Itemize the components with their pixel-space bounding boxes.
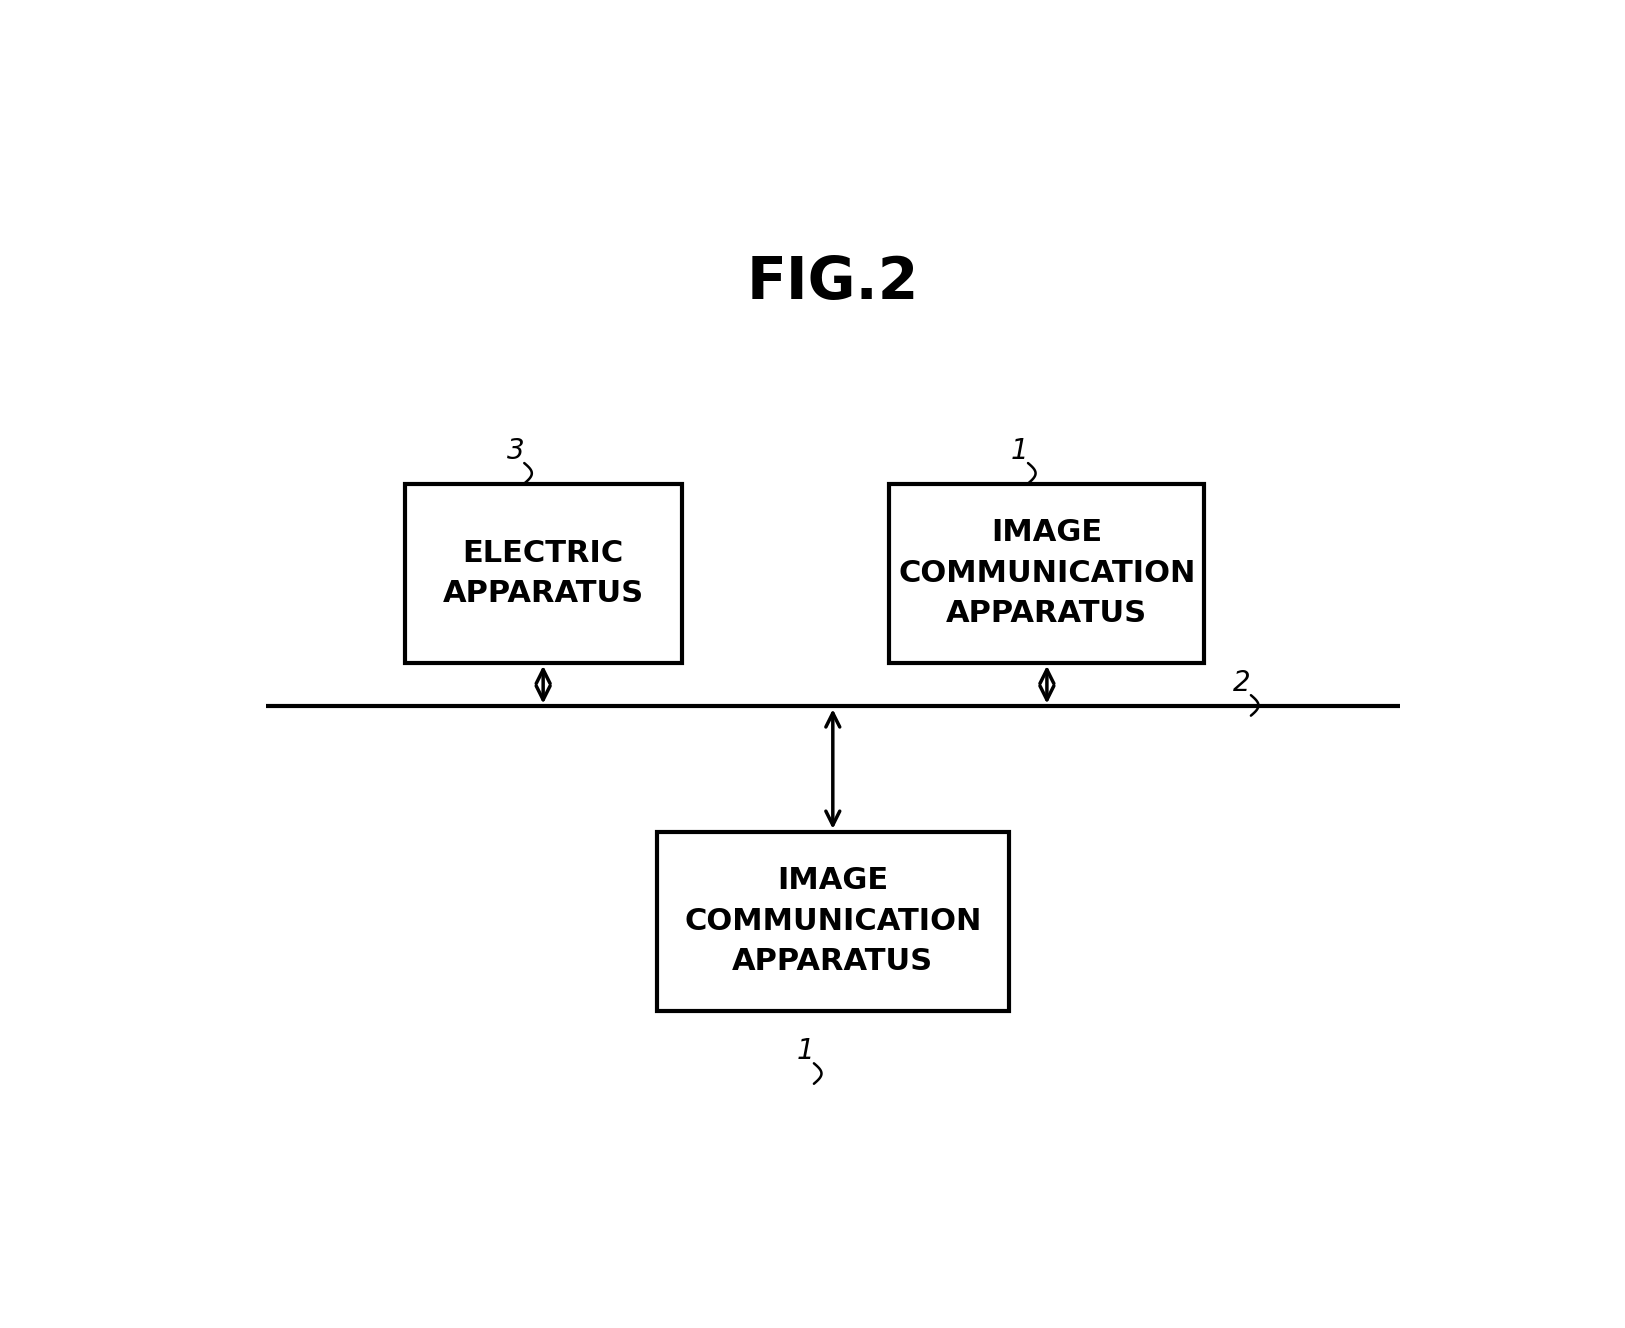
Text: IMAGE
COMMUNICATION
APPARATUS: IMAGE COMMUNICATION APPARATUS xyxy=(684,866,982,976)
Text: 3: 3 xyxy=(507,437,525,465)
Text: ELECTRIC
APPARATUS: ELECTRIC APPARATUS xyxy=(442,539,644,608)
Bar xyxy=(889,483,1204,663)
Text: 2: 2 xyxy=(1233,669,1251,697)
Text: IMAGE
COMMUNICATION
APPARATUS: IMAGE COMMUNICATION APPARATUS xyxy=(899,518,1196,628)
Text: 1: 1 xyxy=(796,1037,814,1065)
Text: FIG.2: FIG.2 xyxy=(746,254,920,311)
Bar xyxy=(405,483,682,663)
Text: 1: 1 xyxy=(1011,437,1029,465)
Bar xyxy=(656,831,1009,1011)
